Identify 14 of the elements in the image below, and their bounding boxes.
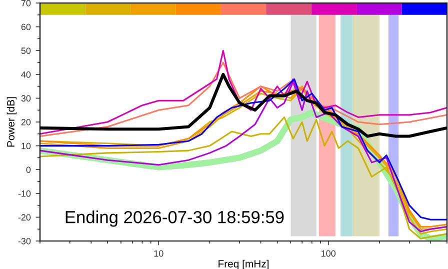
- y-tick-label: 40: [21, 71, 31, 78]
- annotation: Ending 2026-07-30 18:59:59: [66, 210, 284, 227]
- x-tick-label: 100: [322, 250, 336, 257]
- y-tick-label: -20: [18, 214, 31, 221]
- y-tick-label: -30: [18, 238, 31, 244]
- y-axis-title: Power [dB]: [6, 97, 17, 147]
- y-tick-label: 10: [22, 142, 31, 150]
- y-tick-label: 30: [21, 95, 31, 102]
- y-tick-label: 0: [26, 166, 31, 173]
- y-tick-label: 20: [21, 118, 31, 126]
- y-tick-label: 70: [21, 0, 31, 6]
- y-tick-label: 50: [21, 48, 31, 54]
- y-tick-label: -10: [18, 190, 31, 197]
- y-tick-label: 60: [21, 24, 31, 30]
